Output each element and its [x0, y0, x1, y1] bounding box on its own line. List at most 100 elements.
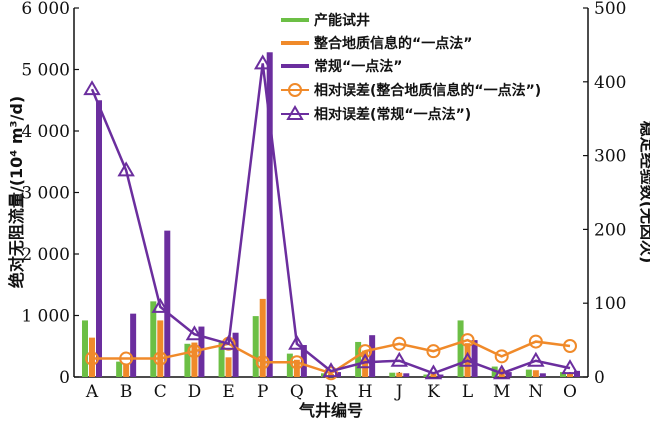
bar	[218, 342, 225, 377]
bar	[403, 373, 410, 377]
bar	[116, 361, 123, 377]
point-marker	[288, 334, 306, 350]
line-series	[83, 54, 579, 381]
bar	[286, 353, 293, 377]
y-axis-right-label: 稳定经验数(无因次)	[638, 121, 650, 264]
x-tick-label: Q	[290, 382, 304, 402]
point-marker	[289, 355, 304, 370]
y2-tick-label: 300	[594, 147, 626, 167]
bar	[259, 298, 266, 377]
point-marker	[426, 344, 441, 359]
x-tick-label: K	[427, 382, 440, 402]
point-marker	[185, 325, 204, 341]
y2-tick-label: 200	[594, 220, 626, 240]
point-marker	[460, 333, 475, 348]
x-tick-label: L	[462, 382, 473, 402]
legend-item-line-2: 相对误差(常规“一点法”)	[281, 105, 471, 123]
point-marker	[85, 351, 99, 366]
legend-label: 相对误差(常规“一点法”)	[314, 106, 471, 123]
x-tick-label: D	[188, 382, 202, 402]
bar	[123, 364, 130, 377]
y-tick-label: 4 000	[21, 122, 70, 142]
bar	[355, 341, 362, 377]
y-tick-label: 5 000	[21, 61, 70, 81]
bar	[423, 374, 430, 377]
bar	[150, 301, 157, 377]
point-marker	[424, 364, 443, 380]
bar	[130, 313, 137, 377]
bar	[567, 372, 573, 377]
point-marker	[527, 351, 545, 367]
legend-marker-circle	[288, 83, 302, 97]
bar	[471, 340, 478, 377]
bar	[232, 332, 239, 377]
y-tick-label: 0	[59, 368, 70, 388]
bar	[505, 372, 512, 377]
bar	[532, 370, 539, 377]
bar	[225, 357, 232, 377]
legend-item-bar-3: 常规“一点法”	[281, 58, 402, 75]
y2-tick-label: 100	[594, 294, 626, 314]
x-tick-label: J	[394, 382, 403, 402]
x-tick-label: C	[154, 382, 167, 402]
point-marker	[356, 353, 374, 369]
y2-tick-label: 400	[594, 73, 626, 93]
bar	[157, 320, 164, 377]
point-marker	[153, 351, 168, 366]
bar	[389, 372, 396, 377]
bar	[191, 342, 198, 377]
x-tick-label: P	[257, 382, 268, 402]
x-tick-label: H	[358, 382, 373, 402]
bar	[430, 373, 437, 377]
point-marker	[322, 362, 340, 378]
bar	[300, 345, 307, 377]
y2-tick-label: 0	[594, 368, 605, 388]
legend: 产能试井 整合地质信息的“一点法” 常规“一点法” 相对误差(整合地质信息的“一…	[281, 12, 541, 123]
point-marker	[253, 54, 272, 70]
y-tick-label: 1 000	[21, 307, 70, 327]
point-marker	[151, 297, 170, 313]
y-axis-left-ticks: 0 1 000 2 000 3 000 4 000 5 000 6 000	[21, 0, 79, 388]
y-axis-right-ticks: 0 100 200 300 400 500	[583, 0, 626, 388]
x-tick-label: A	[85, 382, 99, 402]
legend-label: 整合地质信息的“一点法”	[313, 35, 472, 52]
legend-label: 常规“一点法”	[314, 58, 402, 75]
point-marker	[187, 344, 202, 359]
legend-item-line-1: 相对误差(整合地质信息的“一点法”)	[281, 82, 541, 99]
bar	[560, 372, 566, 377]
x-tick-label: M	[493, 382, 510, 402]
bar	[369, 335, 376, 377]
y-tick-label: 6 000	[21, 0, 70, 19]
bar	[437, 374, 444, 377]
legend-label: 相对误差(整合地质信息的“一点法”)	[314, 82, 541, 99]
legend-label: 产能试井	[314, 12, 370, 29]
bar	[539, 373, 546, 377]
x-axis-label: 气井编号	[298, 401, 363, 420]
point-marker	[219, 334, 238, 350]
legend-item-bar-2: 整合地质信息的“一点法”	[281, 35, 472, 52]
y-tick-label: 3 000	[21, 184, 70, 204]
point-marker	[83, 80, 101, 96]
y-tick-label: 2 000	[21, 245, 70, 265]
point-marker	[563, 339, 577, 354]
point-marker	[392, 336, 407, 351]
bar	[396, 372, 403, 377]
legend-marker-triangle	[286, 105, 304, 120]
series-line	[92, 338, 571, 375]
bar	[457, 320, 464, 377]
x-tick-label: N	[528, 382, 543, 402]
point-marker	[494, 349, 509, 364]
bar	[198, 326, 205, 377]
point-marker	[119, 351, 134, 366]
bar	[164, 230, 171, 377]
series-line	[90, 63, 571, 375]
y-axis-left-label: 绝对无阻流量/(10⁴ m³/d)	[7, 96, 26, 288]
bar	[82, 320, 88, 377]
legend-item-bar-1: 产能试井	[281, 12, 370, 29]
bar	[362, 350, 369, 377]
y2-tick-label: 500	[594, 0, 626, 19]
x-tick-label: O	[563, 382, 577, 402]
point-marker	[528, 334, 543, 349]
